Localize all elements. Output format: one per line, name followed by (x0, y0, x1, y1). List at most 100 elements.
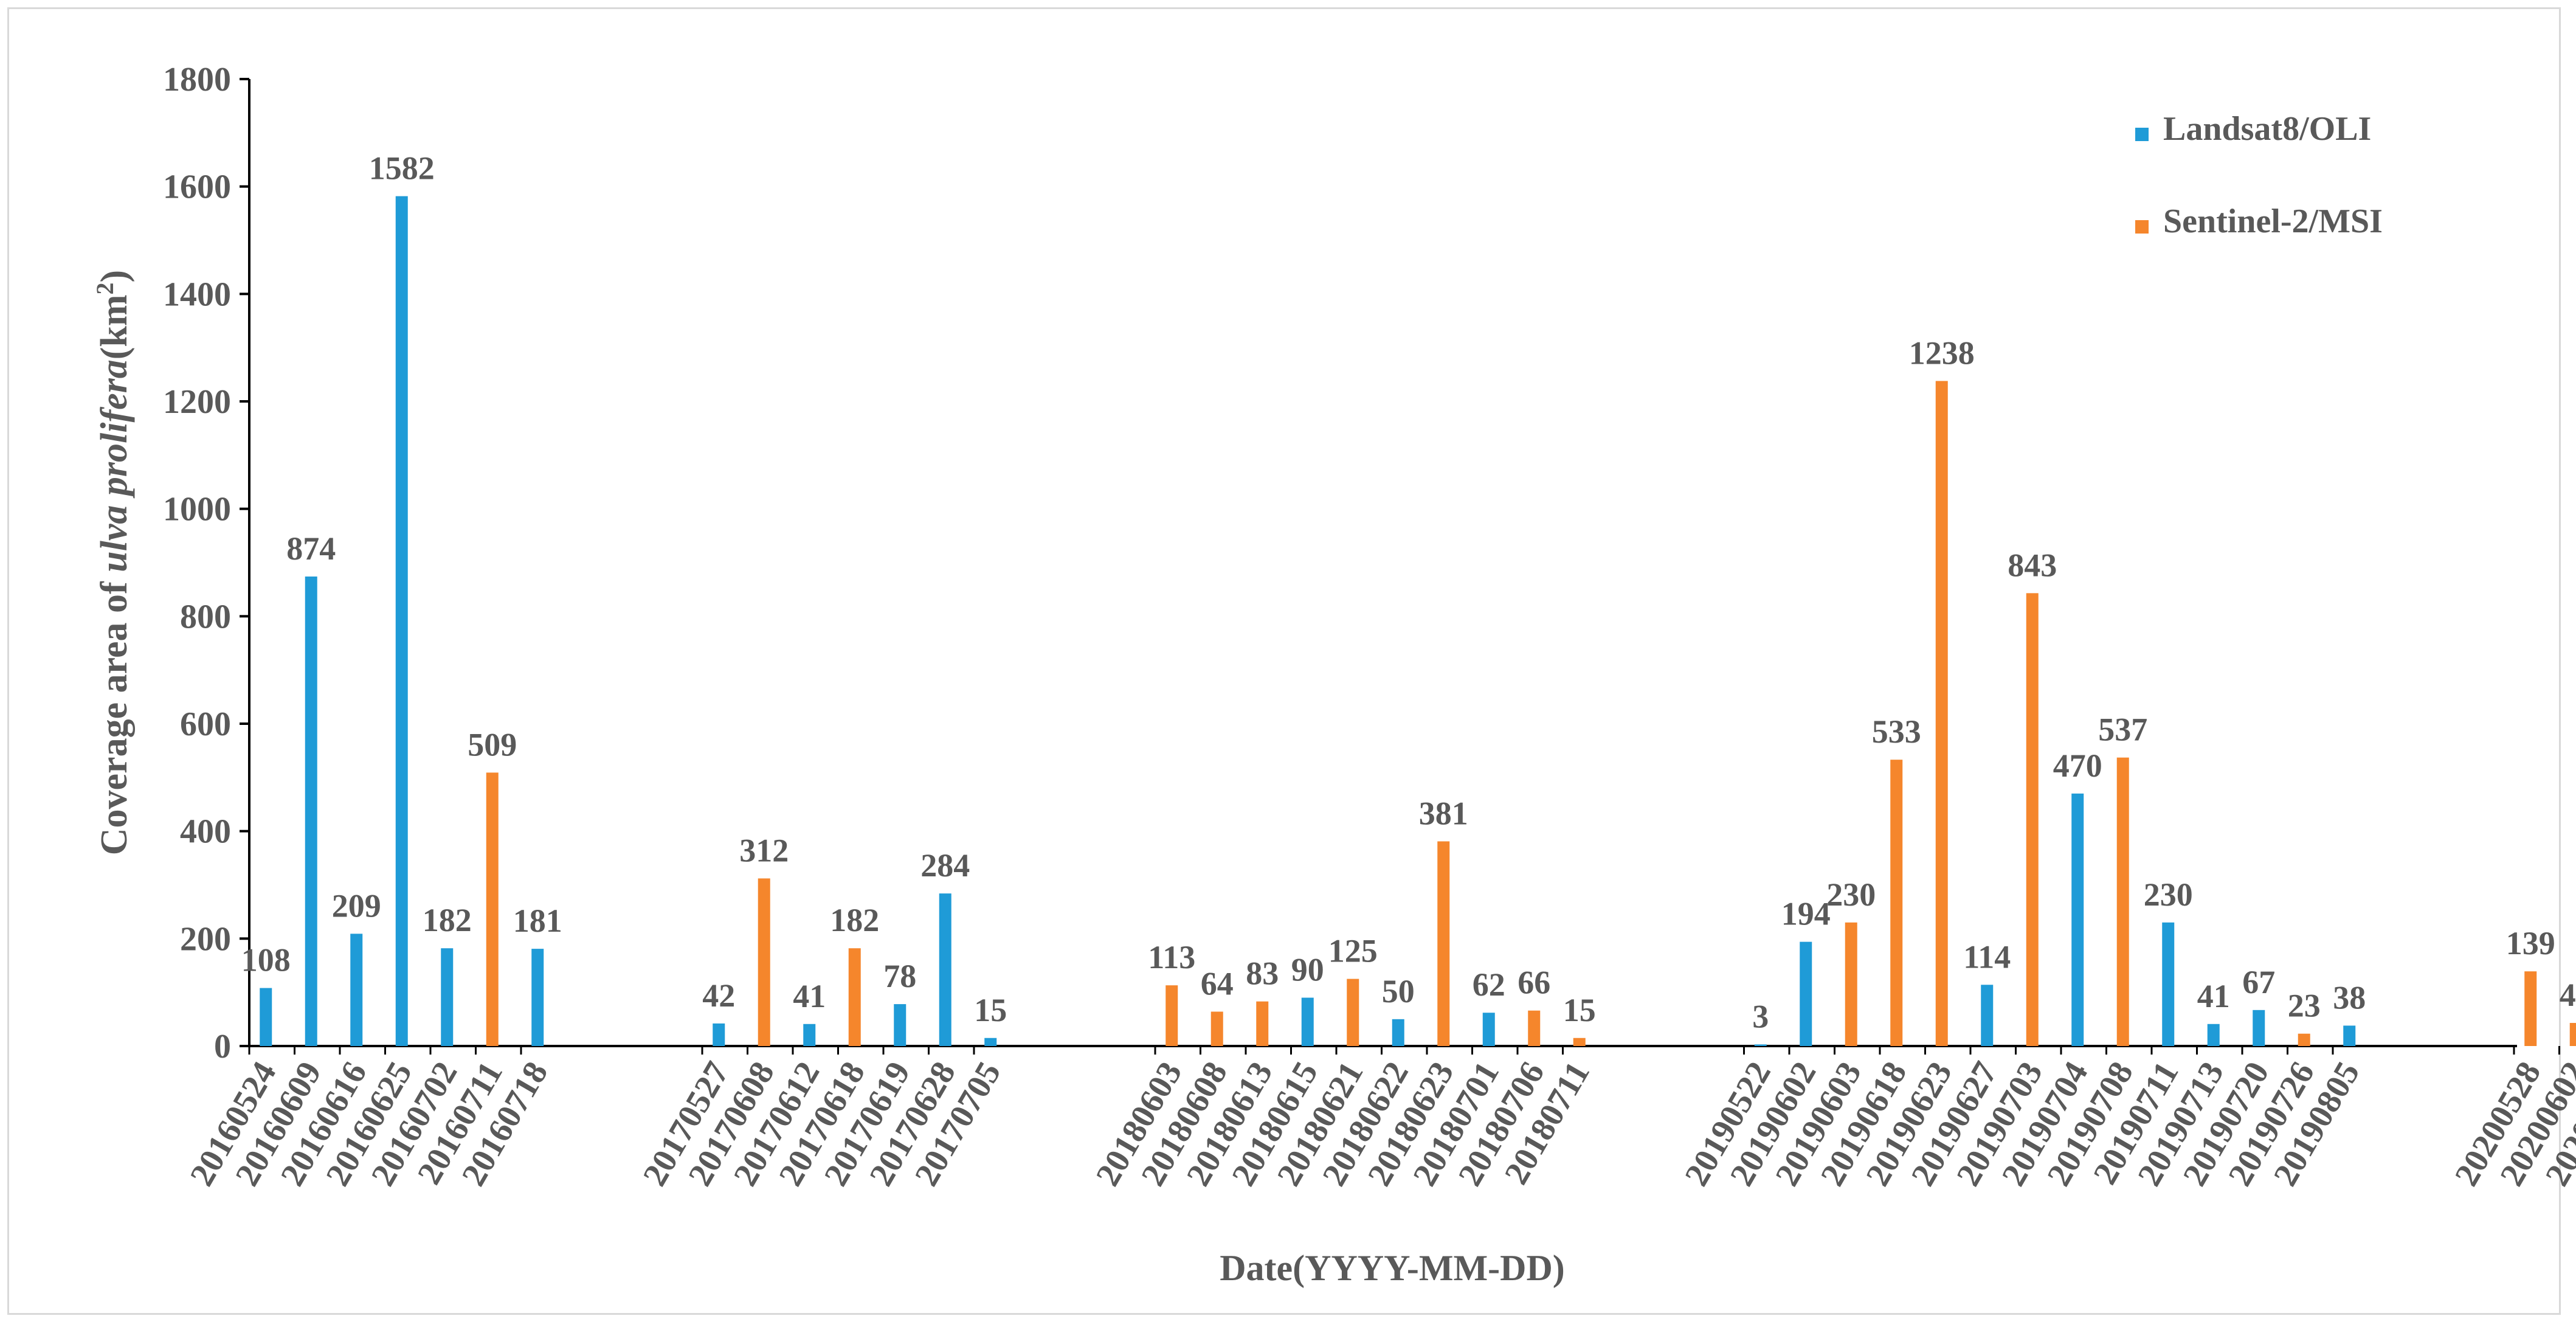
bar-20170619 (894, 1004, 906, 1046)
bar-20180622 (1392, 1019, 1404, 1046)
y-tick-label: 1600 (163, 168, 231, 206)
data-label-20170608: 312 (739, 832, 789, 868)
data-label-20170612: 41 (793, 978, 826, 1014)
y-axis-title-text: Coverage area of ulva prolifera(km2) (91, 270, 135, 855)
data-label-20180621: 125 (1328, 933, 1378, 969)
data-label-20180706: 66 (1518, 965, 1550, 1001)
bar-20180603 (1165, 985, 1178, 1046)
bar-20180621 (1347, 979, 1359, 1046)
data-label-20190623: 1238 (1909, 334, 1975, 371)
bar-20190708 (2116, 757, 2129, 1046)
bar-20170628 (939, 893, 951, 1046)
bar-20170608 (758, 878, 770, 1046)
y-tick-label: 1400 (163, 275, 231, 313)
y-tick-label: 200 (180, 920, 231, 958)
data-label-20180711: 15 (1563, 992, 1596, 1028)
legend-label-1: Landsat8/OLI (2163, 110, 2371, 148)
bar-20190711 (2162, 922, 2175, 1046)
legend-swatch-1 (2135, 128, 2149, 141)
bar-20190623 (1935, 381, 1948, 1046)
bar-20190603 (1845, 922, 1857, 1046)
bar-20190703 (2026, 593, 2039, 1046)
y-title-species: ulva prolifera (94, 359, 135, 572)
data-label-20160718: 181 (513, 903, 562, 939)
data-label-20190603: 230 (1826, 876, 1876, 913)
data-label-20190708: 537 (2098, 712, 2147, 748)
data-label-20180608: 64 (1201, 965, 1234, 1002)
y-title-unit: (km (94, 294, 135, 359)
legend: Landsat8/OLI Sentinel-2/MSI (2135, 110, 2383, 240)
bar-20200602 (2569, 1023, 2576, 1046)
bar-20190618 (1890, 760, 1903, 1046)
data-label-20160625: 1582 (369, 150, 435, 187)
data-label-20170618: 182 (830, 902, 879, 938)
bar-20190713 (2207, 1024, 2220, 1046)
bar-20190805 (2343, 1025, 2356, 1046)
y-tick-label: 0 (214, 1028, 231, 1065)
bar-20160616 (350, 934, 363, 1046)
data-label-20180701: 62 (1473, 966, 1505, 1003)
bar-20180711 (1573, 1038, 1586, 1046)
plot-area: 0200400600800100012001400160018001082016… (163, 61, 2576, 1192)
y-title-close: ) (94, 270, 135, 283)
bar-20180613 (1256, 1001, 1269, 1046)
data-label-20190703: 843 (2008, 547, 2057, 583)
data-label-20180613: 83 (1246, 955, 1279, 992)
bar-20170612 (803, 1024, 816, 1046)
data-label-20160616: 209 (332, 887, 381, 924)
data-label-20160609: 874 (286, 530, 336, 567)
data-label-20170628: 284 (920, 847, 970, 884)
y-tick-label: 1000 (163, 491, 231, 528)
data-label-20200602: 43 (2560, 977, 2576, 1013)
data-label-20170705: 15 (974, 992, 1007, 1028)
data-label-20170527: 42 (702, 977, 735, 1014)
data-label-20180615: 90 (1291, 952, 1324, 988)
y-tick-label: 600 (180, 705, 231, 743)
bar-20160609 (305, 576, 317, 1046)
data-label-20180622: 50 (1382, 973, 1415, 1010)
bar-20180615 (1301, 997, 1314, 1046)
bar-20160625 (395, 196, 408, 1047)
bar-20200528 (2524, 971, 2537, 1046)
data-label-20160524: 108 (241, 942, 291, 979)
data-label-20190711: 230 (2144, 876, 2193, 913)
data-label-20190805: 38 (2333, 979, 2366, 1016)
data-label-20190602: 194 (1781, 896, 1831, 932)
bar-20180701 (1482, 1013, 1495, 1046)
bar-20170527 (713, 1023, 725, 1046)
data-label-20190720: 67 (2242, 964, 2275, 1000)
bar-20160702 (441, 948, 454, 1046)
y-tick-label: 1800 (163, 61, 231, 99)
y-title-part: Coverage area of (94, 572, 135, 855)
bar-20190602 (1800, 941, 1812, 1046)
bar-20190704 (2071, 793, 2084, 1046)
y-title-superscript: 2 (91, 282, 119, 294)
data-label-20190713: 41 (2197, 978, 2230, 1014)
bar-20160524 (260, 988, 272, 1046)
y-tick-label: 400 (180, 813, 231, 851)
legend-swatch-2 (2135, 220, 2149, 234)
x-axis-title: Date(YYYY-MM-DD) (1220, 1248, 1565, 1288)
data-label-20190522: 3 (1752, 998, 1769, 1034)
bar-20190627 (1981, 985, 1994, 1046)
bar-20180706 (1528, 1010, 1541, 1046)
bar-20170705 (984, 1038, 997, 1046)
bar-20190720 (2253, 1010, 2265, 1046)
data-label-20180603: 113 (1148, 939, 1195, 975)
bar-20190522 (1754, 1044, 1767, 1046)
data-label-20190726: 23 (2288, 988, 2321, 1024)
bar-20190726 (2298, 1033, 2310, 1046)
y-tick-label: 800 (180, 598, 231, 636)
data-label-20190704: 470 (2053, 747, 2102, 784)
legend-label-2: Sentinel-2/MSI (2163, 203, 2383, 240)
bar-20170618 (848, 948, 861, 1046)
data-label-20170619: 78 (883, 958, 916, 994)
bar-20160718 (531, 949, 544, 1046)
bar-20180623 (1437, 841, 1450, 1046)
bar-20180608 (1210, 1011, 1223, 1046)
data-label-20160702: 182 (423, 902, 472, 938)
data-label-20160711: 509 (468, 726, 517, 763)
data-label-20180623: 381 (1419, 795, 1468, 831)
data-label-20190627: 114 (1963, 938, 2011, 975)
